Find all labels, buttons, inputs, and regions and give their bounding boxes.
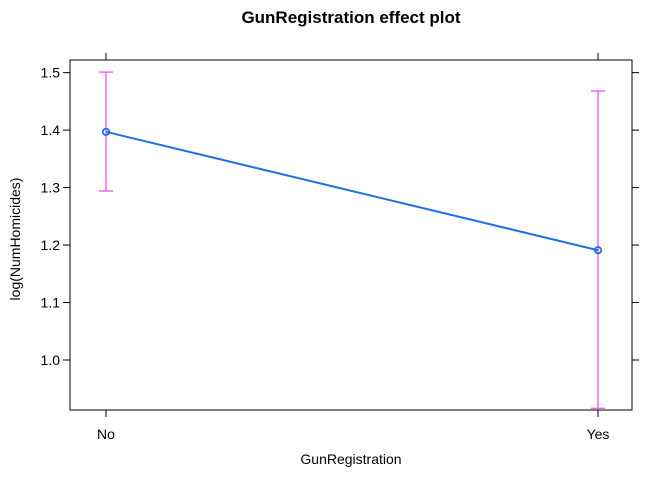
y-axis: 1.0 1.1 1.2 1.3 1.4 1.5 <box>41 65 639 368</box>
plot-marks <box>99 71 605 409</box>
x-axis: No Yes <box>97 53 609 442</box>
y-tick-label: 1.5 <box>41 65 61 81</box>
plot-frame <box>69 59 633 411</box>
y-tick-label: 1.2 <box>41 237 61 253</box>
effect-line <box>105 130 599 252</box>
x-tick-label: No <box>97 426 115 442</box>
y-tick-label: 1.3 <box>41 180 61 196</box>
y-tick-label: 1.0 <box>41 352 61 368</box>
data-point <box>101 127 111 136</box>
y-axis-label: log(NumHomicides) <box>7 178 23 301</box>
data-point <box>593 246 603 255</box>
x-tick-label: Yes <box>587 426 610 442</box>
chart-title: GunRegistration effect plot <box>241 8 460 27</box>
y-tick-label: 1.4 <box>41 122 61 138</box>
y-tick-label: 1.1 <box>41 295 61 311</box>
x-axis-label: GunRegistration <box>300 451 401 467</box>
